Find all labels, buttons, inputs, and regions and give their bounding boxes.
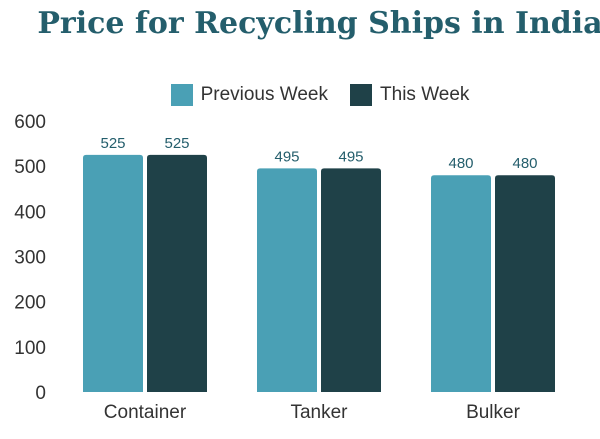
legend-label-previous-week: Previous Week	[200, 84, 329, 105]
data-label-bulker-previous-week: 480	[448, 155, 473, 172]
bar-bulker-previous-week	[431, 175, 491, 392]
y-tick-label-600: 600	[14, 112, 46, 133]
y-tick-label-100: 100	[14, 338, 46, 359]
data-label-tanker-this-week: 495	[338, 148, 363, 165]
x-tick-label-bulker: Bulker	[466, 402, 521, 423]
legend-item-this-week[interactable]: This Week	[350, 84, 469, 106]
y-tick-label-0: 0	[35, 383, 46, 404]
legend: Previous Week This Week	[0, 84, 600, 106]
data-label-container-this-week: 525	[164, 135, 189, 152]
chart-title: Price for Recycling Ships in India	[37, 6, 600, 41]
x-tick-label-container: Container	[104, 402, 187, 423]
data-label-bulker-this-week: 480	[512, 155, 537, 172]
bar-container-previous-week	[83, 154, 143, 392]
legend-swatch-this-week	[350, 84, 373, 106]
bar-tanker-previous-week	[257, 168, 317, 392]
y-tick-label-200: 200	[14, 293, 46, 314]
x-tick-label-tanker: Tanker	[290, 402, 348, 423]
bar-container-this-week	[147, 154, 207, 392]
data-label-tanker-previous-week: 495	[274, 148, 299, 165]
y-tick-label-500: 500	[14, 157, 46, 178]
legend-label-this-week: This Week	[380, 84, 470, 105]
y-tick-label-300: 300	[14, 248, 46, 269]
y-tick-label-400: 400	[14, 202, 46, 223]
data-label-container-previous-week: 525	[100, 135, 125, 152]
bar-tanker-this-week	[321, 168, 381, 392]
bar-bulker-this-week	[495, 175, 555, 392]
legend-item-previous-week[interactable]: Previous Week	[170, 84, 329, 106]
legend-swatch-previous-week	[170, 84, 193, 106]
